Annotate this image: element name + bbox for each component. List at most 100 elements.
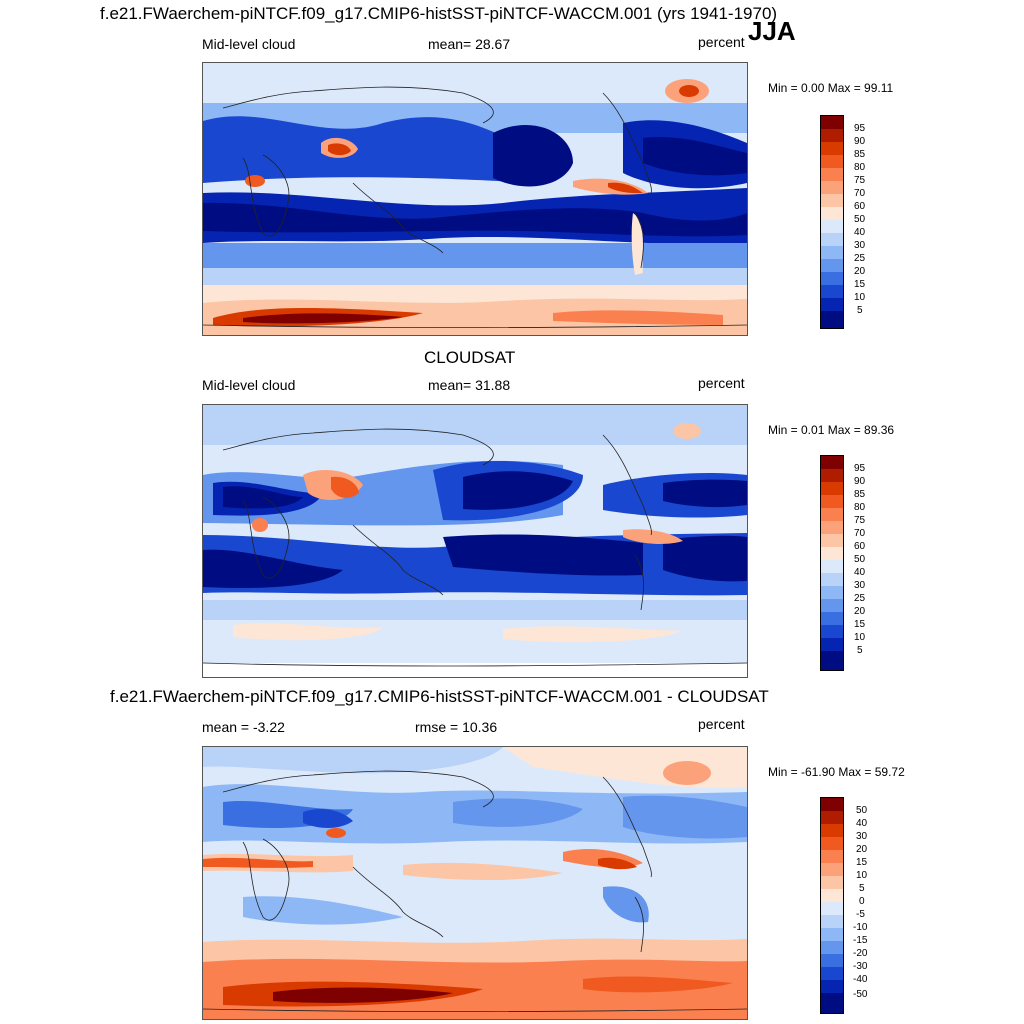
colorbar-segment — [821, 142, 843, 155]
panel3-title: f.e21.FWaerchem-piNTCF.f09_g17.CMIP6-his… — [110, 687, 769, 706]
colorbar-tick-label: 20 — [856, 844, 868, 855]
colorbar-segment — [821, 638, 843, 651]
colorbar-segment — [821, 889, 843, 902]
colorbar-segment — [821, 850, 843, 863]
colorbar-segment — [821, 954, 843, 967]
colorbar-tick-label: 80 — [854, 502, 866, 513]
colorbar-segment — [821, 547, 843, 560]
panel2-variable-label: Mid-level cloud — [202, 377, 296, 393]
colorbar-tick-label: 60 — [854, 201, 866, 212]
colorbar-tick-label: 85 — [854, 149, 866, 160]
colorbar-tick-label: 75 — [854, 175, 866, 186]
colorbar-segment — [821, 941, 843, 954]
colorbar-tick-label: 15 — [854, 279, 866, 290]
colorbar-segment — [821, 246, 843, 259]
panel1-variable-label: Mid-level cloud — [202, 36, 296, 52]
colorbar-segment — [821, 285, 843, 298]
colorbar-tick-label: 95 — [854, 463, 866, 474]
colorbar-segment — [821, 993, 843, 1013]
panel1-map — [202, 62, 748, 336]
panel2-units-label: percent — [698, 375, 745, 391]
colorbar-segment — [821, 573, 843, 586]
colorbar-segment — [821, 508, 843, 521]
colorbar-segment — [821, 521, 843, 534]
colorbar-segment — [821, 469, 843, 482]
colorbar-tick-label: 5 — [859, 883, 865, 894]
panel3-minmax: Min = -61.90 Max = 59.72 — [768, 765, 905, 779]
panel2-contour-field — [203, 405, 747, 677]
panel1-colorbar — [820, 115, 844, 329]
colorbar-segment — [821, 824, 843, 837]
colorbar-tick-label: -15 — [853, 935, 868, 946]
colorbar-tick-label: -5 — [856, 909, 865, 920]
colorbar-tick-label: 30 — [854, 580, 866, 591]
panel3-contour-field — [203, 747, 747, 1019]
colorbar-tick-label: 80 — [854, 162, 866, 173]
colorbar-tick-label: 10 — [856, 870, 868, 881]
colorbar-tick-label: 50 — [856, 805, 868, 816]
colorbar-segment — [821, 599, 843, 612]
colorbar-segment — [821, 928, 843, 941]
season-label: JJA — [748, 16, 796, 46]
colorbar-tick-label: 25 — [854, 593, 866, 604]
panel3-rmse-label: rmse = 10.36 — [415, 719, 498, 735]
panel3-units-label: percent — [698, 716, 745, 732]
colorbar-segment — [821, 482, 843, 495]
colorbar-segment — [821, 495, 843, 508]
colorbar-tick-label: 70 — [854, 188, 866, 199]
colorbar-segment — [821, 194, 843, 207]
panel1-units-label: percent — [698, 34, 745, 50]
colorbar-tick-label: -30 — [853, 961, 868, 972]
colorbar-tick-label: 0 — [859, 896, 865, 907]
colorbar-tick-label: 25 — [854, 253, 866, 264]
colorbar-tick-label: 15 — [856, 857, 868, 868]
colorbar-segment — [821, 155, 843, 168]
colorbar-segment — [821, 560, 843, 573]
colorbar-tick-label: -20 — [853, 948, 868, 959]
colorbar-segment — [821, 129, 843, 142]
colorbar-segment — [821, 207, 843, 220]
colorbar-segment — [821, 837, 843, 850]
colorbar-tick-label: 90 — [854, 476, 866, 487]
colorbar-tick-label: 90 — [854, 136, 866, 147]
colorbar-segment — [821, 798, 843, 811]
colorbar-tick-label: -40 — [853, 974, 868, 985]
colorbar-tick-label: 40 — [854, 567, 866, 578]
colorbar-tick-label: 70 — [854, 528, 866, 539]
colorbar-segment — [821, 181, 843, 194]
colorbar-segment — [821, 863, 843, 876]
colorbar-segment — [821, 612, 843, 625]
colorbar-tick-label: 20 — [854, 266, 866, 277]
colorbar-segment — [821, 625, 843, 638]
colorbar-segment — [821, 272, 843, 285]
colorbar-segment — [821, 456, 843, 469]
colorbar-tick-label: 40 — [856, 818, 868, 829]
panel3-colorbar — [820, 797, 844, 1014]
colorbar-segment — [821, 233, 843, 246]
colorbar-segment — [821, 967, 843, 980]
colorbar-tick-label: -50 — [853, 989, 868, 1000]
colorbar-segment — [821, 220, 843, 233]
colorbar-tick-label: 85 — [854, 489, 866, 500]
colorbar-segment — [821, 811, 843, 824]
colorbar-segment — [821, 534, 843, 547]
colorbar-tick-label: 50 — [854, 554, 866, 565]
colorbar-tick-label: 40 — [854, 227, 866, 238]
colorbar-segment — [821, 876, 843, 889]
colorbar-tick-label: 60 — [854, 541, 866, 552]
colorbar-segment — [821, 116, 843, 129]
colorbar-tick-label: 10 — [854, 632, 866, 643]
colorbar-tick-label: 50 — [854, 214, 866, 225]
panel2-title: CLOUDSAT — [424, 348, 516, 367]
colorbar-segment — [821, 298, 843, 311]
panel1-minmax: Min = 0.00 Max = 99.11 — [768, 81, 894, 95]
colorbar-tick-label: 95 — [854, 123, 866, 134]
colorbar-tick-label: 75 — [854, 515, 866, 526]
colorbar-segment — [821, 980, 843, 993]
colorbar-segment — [821, 311, 843, 328]
panel3-mean-label: mean = -3.22 — [202, 719, 285, 735]
colorbar-segment — [821, 651, 843, 670]
colorbar-tick-label: 5 — [857, 305, 863, 316]
colorbar-segment — [821, 915, 843, 928]
colorbar-tick-label: 5 — [857, 645, 863, 656]
